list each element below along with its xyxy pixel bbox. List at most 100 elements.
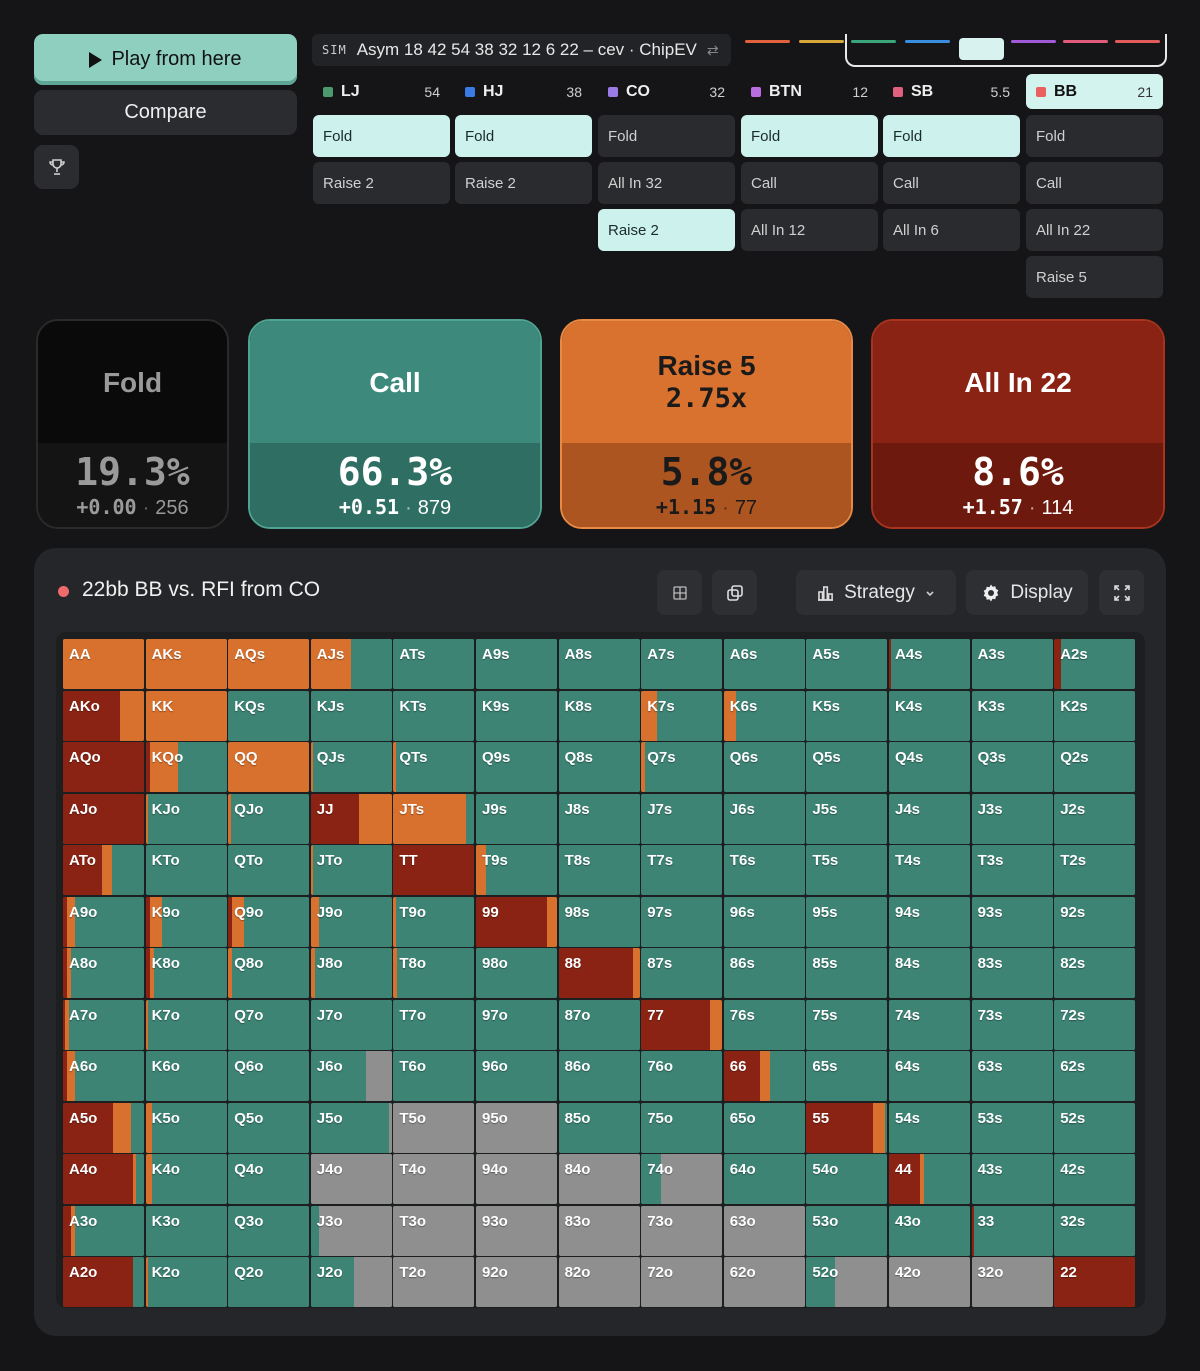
- hand-cell-k6s[interactable]: K6s: [723, 690, 805, 741]
- hand-cell-32o[interactable]: 32o: [971, 1257, 1053, 1307]
- history-step-8[interactable]: [1115, 40, 1160, 43]
- hand-cell-q3o[interactable]: Q3o: [228, 1205, 310, 1256]
- history-step-4[interactable]: [905, 40, 950, 43]
- hand-cell-44[interactable]: 44: [889, 1154, 970, 1204]
- hand-cell-73o[interactable]: 73o: [641, 1205, 723, 1256]
- play-from-here-button[interactable]: Play from here: [34, 34, 297, 85]
- hand-cell-a3s[interactable]: A3s: [971, 639, 1053, 689]
- hand-cell-kjs[interactable]: KJs: [310, 690, 392, 741]
- hand-cell-53s[interactable]: 53s: [971, 1102, 1053, 1153]
- hand-cell-j3s[interactable]: J3s: [971, 793, 1053, 844]
- hand-cell-42o[interactable]: 42o: [889, 1257, 970, 1307]
- hand-cell-k8o[interactable]: K8o: [145, 948, 227, 998]
- hand-cell-k4s[interactable]: K4s: [889, 690, 970, 741]
- hand-cell-92o[interactable]: 92o: [476, 1257, 557, 1307]
- action-btn-3[interactable]: All In 12: [741, 209, 878, 251]
- hand-cell-t2o[interactable]: T2o: [393, 1257, 475, 1307]
- hand-cell-kjo[interactable]: KJo: [145, 793, 227, 844]
- hand-cell-jj[interactable]: JJ: [310, 793, 392, 844]
- action-btn-2[interactable]: Call: [741, 162, 878, 204]
- action-history-strip[interactable]: [745, 34, 1167, 68]
- hand-cell-97o[interactable]: 97o: [476, 999, 557, 1050]
- hand-cell-k8s[interactable]: K8s: [558, 690, 640, 741]
- hand-cell-j6s[interactable]: J6s: [723, 793, 805, 844]
- hand-cell-kqo[interactable]: KQo: [145, 742, 227, 792]
- simulation-selector[interactable]: SIM Asym 18 42 54 38 32 12 6 22 – cev · …: [312, 34, 731, 66]
- hand-cell-q8o[interactable]: Q8o: [228, 948, 310, 998]
- hand-cell-j3o[interactable]: J3o: [310, 1205, 392, 1256]
- hand-cell-96o[interactable]: 96o: [476, 1051, 557, 1101]
- action-co-2[interactable]: All In 32: [598, 162, 735, 204]
- hand-cell-t7s[interactable]: T7s: [641, 845, 723, 895]
- hand-cell-q2o[interactable]: Q2o: [228, 1257, 310, 1307]
- hand-cell-t4o[interactable]: T4o: [393, 1154, 475, 1204]
- hand-cell-q9s[interactable]: Q9s: [476, 742, 557, 792]
- hand-cell-j8o[interactable]: J8o: [310, 948, 392, 998]
- hand-cell-kts[interactable]: KTs: [393, 690, 475, 741]
- hand-cell-jts[interactable]: JTs: [393, 793, 475, 844]
- hand-cell-55[interactable]: 55: [806, 1102, 888, 1153]
- grid-view-button[interactable]: [657, 570, 702, 615]
- hand-cell-99[interactable]: 99: [476, 896, 557, 947]
- hand-cell-k3s[interactable]: K3s: [971, 690, 1053, 741]
- hand-cell-q4s[interactable]: Q4s: [889, 742, 970, 792]
- hand-cell-q8s[interactable]: Q8s: [558, 742, 640, 792]
- position-bb[interactable]: BB 21: [1026, 74, 1163, 109]
- hand-cell-q5o[interactable]: Q5o: [228, 1102, 310, 1153]
- hand-cell-t8s[interactable]: T8s: [558, 845, 640, 895]
- hand-cell-j9o[interactable]: J9o: [310, 896, 392, 947]
- hand-cell-k3o[interactable]: K3o: [145, 1205, 227, 1256]
- hand-cell-84o[interactable]: 84o: [558, 1154, 640, 1204]
- hand-cell-q4o[interactable]: Q4o: [228, 1154, 310, 1204]
- hand-cell-j7o[interactable]: J7o: [310, 999, 392, 1050]
- hand-cell-a7o[interactable]: A7o: [63, 999, 144, 1050]
- hand-cell-tt[interactable]: TT: [393, 845, 475, 895]
- position-sb[interactable]: SB 5.5: [883, 74, 1020, 109]
- hand-cell-aqs[interactable]: AQs: [228, 639, 310, 689]
- hand-cell-97s[interactable]: 97s: [641, 896, 723, 947]
- hand-cell-88[interactable]: 88: [558, 948, 640, 998]
- hand-cell-ats[interactable]: ATs: [393, 639, 475, 689]
- hand-cell-t5o[interactable]: T5o: [393, 1102, 475, 1153]
- hand-cell-52s[interactable]: 52s: [1054, 1102, 1136, 1153]
- hand-cell-t4s[interactable]: T4s: [889, 845, 970, 895]
- trophy-button[interactable]: [34, 145, 79, 189]
- hand-cell-96s[interactable]: 96s: [723, 896, 805, 947]
- hand-cell-t5s[interactable]: T5s: [806, 845, 888, 895]
- hand-cell-86s[interactable]: 86s: [723, 948, 805, 998]
- hand-cell-a5s[interactable]: A5s: [806, 639, 888, 689]
- hand-cell-94s[interactable]: 94s: [889, 896, 970, 947]
- hand-cell-64o[interactable]: 64o: [723, 1154, 805, 1204]
- action-co-1[interactable]: Fold: [598, 115, 735, 157]
- hand-cell-k6o[interactable]: K6o: [145, 1051, 227, 1101]
- hand-cell-82o[interactable]: 82o: [558, 1257, 640, 1307]
- hand-cell-t8o[interactable]: T8o: [393, 948, 475, 998]
- action-bb-3[interactable]: All In 22: [1026, 209, 1163, 251]
- hand-cell-ajs[interactable]: AJs: [310, 639, 392, 689]
- hand-cell-73s[interactable]: 73s: [971, 999, 1053, 1050]
- hand-cell-t3o[interactable]: T3o: [393, 1205, 475, 1256]
- hand-cell-43s[interactable]: 43s: [971, 1154, 1053, 1204]
- hand-cell-93o[interactable]: 93o: [476, 1205, 557, 1256]
- position-co[interactable]: CO 32: [598, 74, 735, 109]
- hand-cell-65o[interactable]: 65o: [723, 1102, 805, 1153]
- hand-cell-22[interactable]: 22: [1054, 1257, 1136, 1307]
- hand-cell-qjs[interactable]: QJs: [310, 742, 392, 792]
- hand-cell-77[interactable]: 77: [641, 999, 723, 1050]
- hand-cell-a2s[interactable]: A2s: [1054, 639, 1136, 689]
- display-button[interactable]: Display: [966, 570, 1088, 615]
- hand-cell-53o[interactable]: 53o: [806, 1205, 888, 1256]
- hand-cell-94o[interactable]: 94o: [476, 1154, 557, 1204]
- hand-cell-ato[interactable]: ATo: [63, 845, 144, 895]
- hand-cell-a3o[interactable]: A3o: [63, 1205, 144, 1256]
- hand-cell-j9s[interactable]: J9s: [476, 793, 557, 844]
- hand-cell-33[interactable]: 33: [971, 1205, 1053, 1256]
- hand-cell-q6s[interactable]: Q6s: [723, 742, 805, 792]
- hand-cell-k9o[interactable]: K9o: [145, 896, 227, 947]
- hand-cell-a9o[interactable]: A9o: [63, 896, 144, 947]
- action-sb-1[interactable]: Fold: [883, 115, 1020, 157]
- hand-cell-aa[interactable]: AA: [63, 639, 144, 689]
- history-step-2[interactable]: [799, 40, 844, 43]
- hand-cell-q3s[interactable]: Q3s: [971, 742, 1053, 792]
- hand-cell-q7o[interactable]: Q7o: [228, 999, 310, 1050]
